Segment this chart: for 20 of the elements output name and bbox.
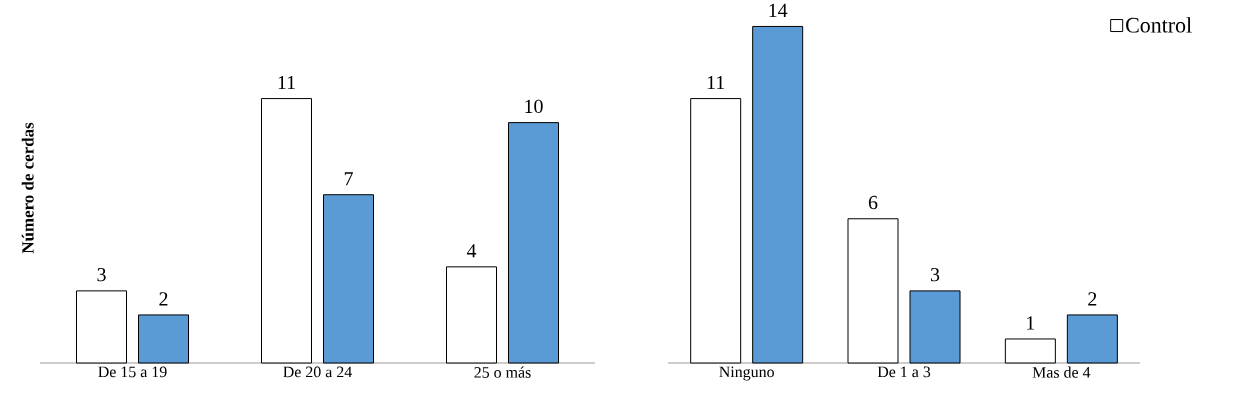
data-label: 7 xyxy=(344,172,353,186)
data-label: 4 xyxy=(466,244,477,258)
data-label: 2 xyxy=(1088,292,1097,306)
x-tick-label: De 1 a 3 xyxy=(877,366,931,378)
data-label: 11 xyxy=(707,75,725,90)
data-label: 3 xyxy=(930,267,940,282)
x-tick-label: De 20 a 24 xyxy=(283,366,352,378)
data-label: 11 xyxy=(278,75,295,90)
data-label: 3 xyxy=(97,267,106,282)
data-label: 1 xyxy=(1027,316,1035,330)
legend-label: Control xyxy=(1126,17,1192,33)
x-tick-label: 25 o más xyxy=(474,366,531,378)
data-label: 10 xyxy=(525,99,543,114)
data-label: 6 xyxy=(868,195,878,210)
x-tick-label: De 15 a 19 xyxy=(98,366,167,378)
data-label: 14 xyxy=(769,3,788,17)
y-axis-title: Número de cerdas xyxy=(21,122,34,254)
x-tick-label: Mas de 4 xyxy=(1032,366,1091,378)
data-label: 2 xyxy=(159,292,168,306)
x-tick-label: Ninguno xyxy=(719,366,774,381)
